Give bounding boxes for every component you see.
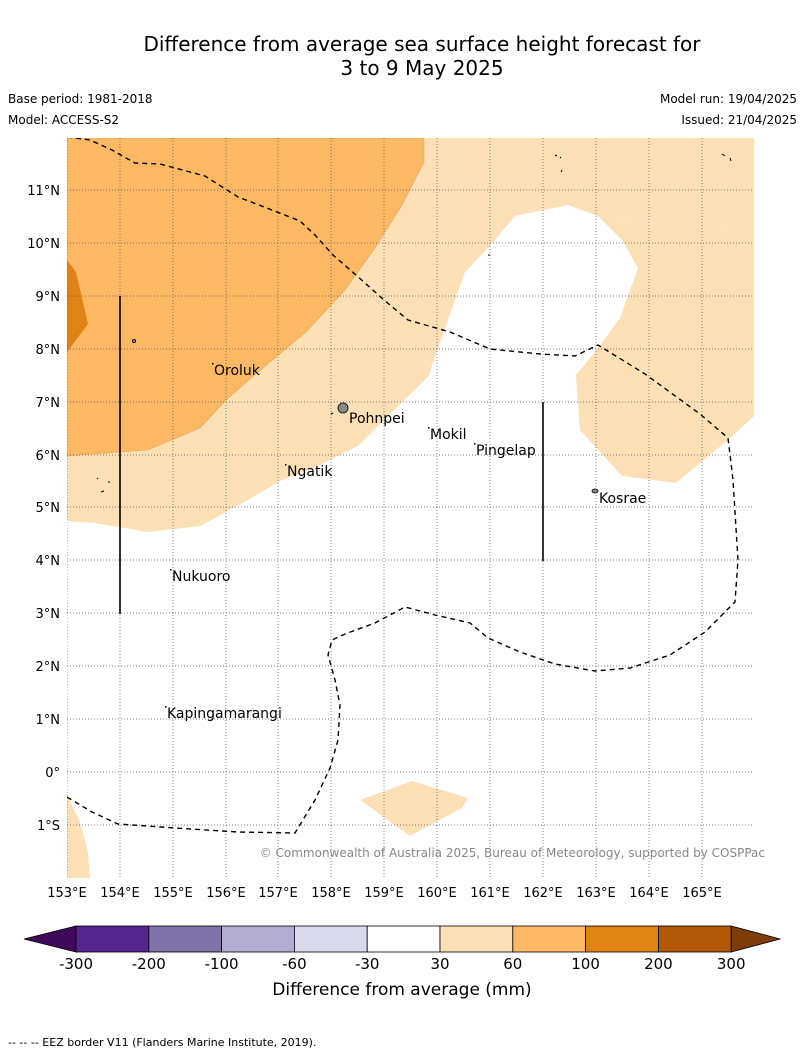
longitude-label: 164°E [629, 886, 669, 901]
longitude-label: 165°E [682, 886, 722, 901]
colorbar-swatch [75, 925, 150, 953]
anomaly-region-30-60-south [360, 781, 468, 836]
longitude-label: 153°E [47, 886, 87, 901]
latitude-label: 1°N [36, 713, 61, 728]
forecast-map: Oroluk Pohnpei Mokil Pingelap Ngatik Kos… [23, 138, 782, 1000]
longitude-label: 156°E [206, 886, 246, 901]
place-label-kapingamarangi: Kapingamarangi [167, 706, 282, 722]
colorbar-swatch [439, 925, 514, 953]
colorbar-swatch [148, 925, 223, 953]
islet-west [131, 338, 136, 343]
latitude-label: 9°N [36, 290, 61, 305]
longitude-label: 161°E [470, 886, 510, 901]
colorbar-tick-label: 60 [503, 955, 522, 973]
issued-date: Issued: 21/04/2025 [681, 113, 797, 127]
colorbar-swatch [658, 925, 732, 953]
chart-title: Difference from average sea surface heig… [0, 32, 804, 80]
colorbar-tick-label: -100 [205, 955, 239, 973]
colorbar-tick-label: -200 [132, 955, 166, 973]
place-label-kosrae: Kosrae [599, 491, 646, 507]
anomaly-region-100-200 [67, 260, 88, 352]
latitude-label: 10°N [27, 237, 60, 252]
latitude-label: 8°N [36, 343, 61, 358]
place-label-pohnpei: Pohnpei [349, 411, 405, 427]
model-name: Model: ACCESS-S2 [8, 113, 120, 127]
longitude-label: 163°E [576, 886, 616, 901]
place-label-mokil: Mokil [430, 427, 467, 443]
colorbar-swatch [366, 925, 441, 953]
base-period: Base period: 1981-2018 [8, 92, 153, 106]
latitude-label: 1°S [37, 819, 60, 834]
colorbar-extend-low [23, 925, 77, 953]
colorbar-tick-label: 200 [644, 955, 673, 973]
latitude-label: 4°N [36, 554, 61, 569]
title-line-1: Difference from average sea surface heig… [143, 32, 701, 56]
longitude-label: 160°E [417, 886, 457, 901]
place-markers [165, 363, 476, 708]
title-line-2: 3 to 9 May 2025 [340, 56, 504, 80]
islands [131, 338, 599, 494]
colorbar-tick-label: 100 [571, 955, 600, 973]
colorbar [23, 925, 782, 953]
longitude-label: 159°E [364, 886, 404, 901]
colorbar-tick-label: 30 [430, 955, 449, 973]
latitude-label: 5°N [36, 501, 61, 516]
colorbar-swatch [512, 925, 586, 953]
place-label-oroluk: Oroluk [214, 363, 261, 379]
longitude-label: 157°E [258, 886, 298, 901]
latitude-labels: 11°N 10°N 9°N 8°N 7°N 6°N 5°N 4°N 3°N 2°N 1°N 0° 1°S [27, 184, 60, 834]
eez-border-north [67, 138, 739, 834]
longitude-label: 162°E [523, 886, 563, 901]
colorbar-tick-labels: -300 -200 -100 -60 -30 30 60 100 200 300 [59, 955, 746, 973]
copyright-notice: © Commonwealth of Australia 2025, Bureau… [260, 846, 765, 860]
model-run: Model run: 19/04/2025 [659, 92, 797, 106]
latitude-label: 2°N [36, 660, 61, 675]
anomaly-region-30-60-east [576, 216, 754, 483]
atoll-dots [96, 153, 732, 493]
colorbar-swatch [221, 925, 295, 953]
colorbar-swatch [293, 925, 368, 953]
colorbar-tick-label: -60 [282, 955, 307, 973]
latitude-label: 7°N [36, 396, 61, 411]
colorbar-tick-label: -300 [59, 955, 93, 973]
place-label-nukuoro: Nukuoro [172, 569, 230, 585]
latitude-label: 6°N [36, 449, 61, 464]
longitude-label: 158°E [311, 886, 351, 901]
place-label-ngatik: Ngatik [287, 464, 333, 480]
colorbar-extend-high [730, 925, 782, 953]
colorbar-swatch [585, 925, 659, 953]
longitude-labels: 153°E 154°E 155°E 156°E 157°E 158°E 159°E 160°E… [47, 886, 722, 901]
anomaly-region-30-60-southwest [67, 795, 90, 878]
eez-border-note: -- -- -- EEZ border V11 (Flanders Marine… [8, 1036, 317, 1049]
kosrae-island [591, 488, 599, 494]
colorbar-tick-label: 300 [717, 955, 746, 973]
anomaly-region-60-100 [67, 138, 425, 457]
latitude-label: 0° [45, 766, 60, 781]
place-label-pingelap: Pingelap [476, 443, 536, 459]
colorbar-label: Difference from average (mm) [272, 980, 531, 1000]
colorbar-tick-label: -30 [355, 955, 380, 973]
latitude-label: 11°N [27, 184, 60, 199]
longitude-label: 155°E [153, 886, 193, 901]
latitude-label: 3°N [36, 607, 61, 622]
longitude-label: 154°E [100, 886, 140, 901]
pohnpei-island [337, 402, 349, 414]
